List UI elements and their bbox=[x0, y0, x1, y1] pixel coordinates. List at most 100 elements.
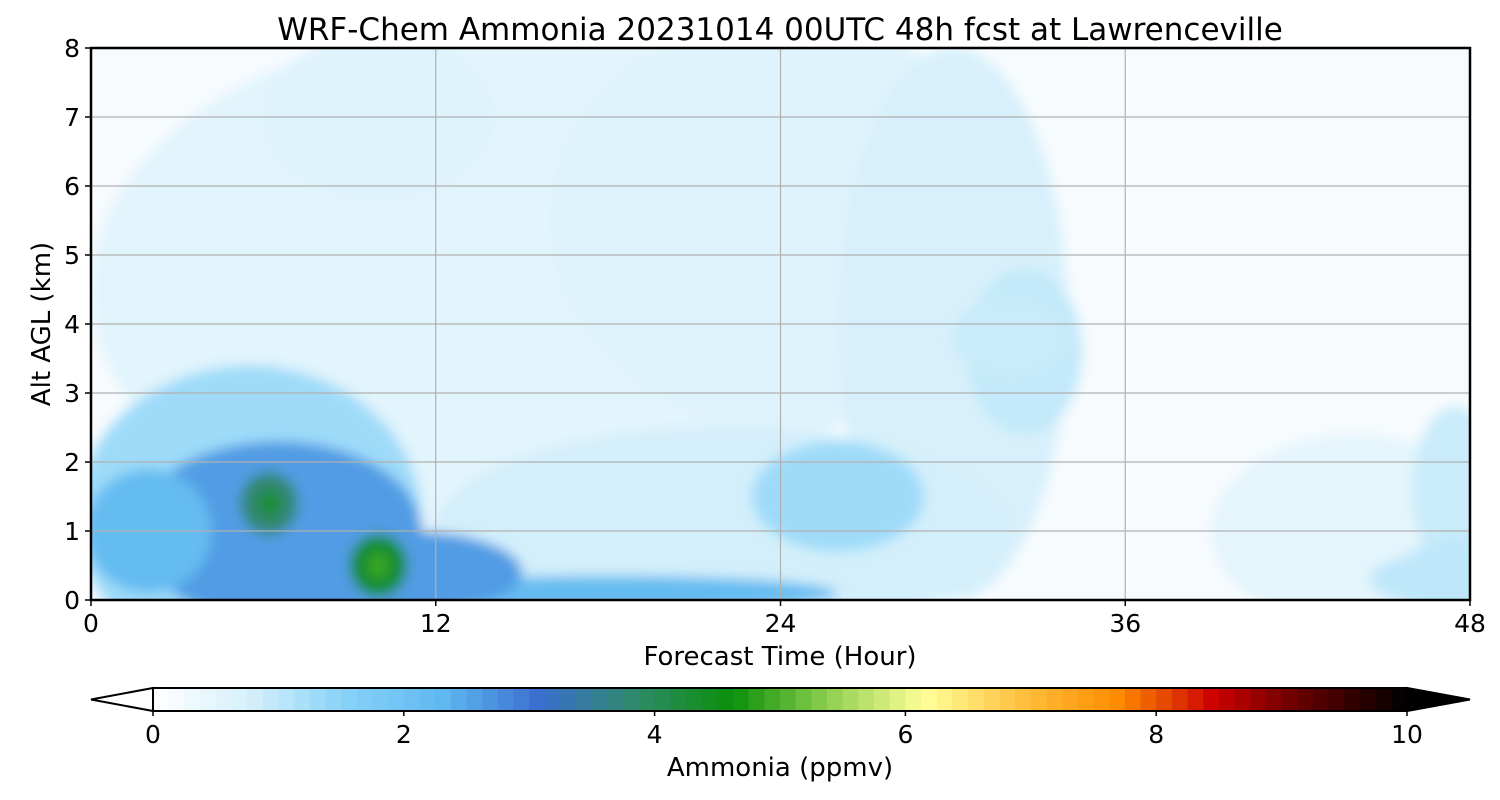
colorbar-swatch bbox=[1140, 688, 1157, 711]
x-axis-ticks: 0 12 24 36 48 bbox=[83, 600, 1486, 638]
colorbar-swatch bbox=[1312, 688, 1330, 711]
y-axis-ticks: 0 1 2 3 4 5 6 7 8 bbox=[64, 34, 91, 615]
colorbar-tick-label: 4 bbox=[647, 720, 663, 749]
grid bbox=[91, 48, 1470, 600]
colorbar-swatch bbox=[591, 688, 609, 711]
local-maximum-center bbox=[259, 490, 280, 516]
colorbar-swatch bbox=[497, 688, 515, 711]
y-tick-label: 8 bbox=[64, 34, 80, 63]
colorbar-swatch bbox=[544, 688, 562, 711]
colorbar-tick-label: 6 bbox=[897, 720, 913, 749]
colorbar-tick-label: 0 bbox=[145, 720, 161, 749]
colorbar-tick-label: 8 bbox=[1148, 720, 1164, 749]
colorbar-swatch bbox=[889, 688, 906, 711]
colorbar-swatch bbox=[968, 688, 985, 711]
colorbar-swatch bbox=[607, 688, 624, 711]
colorbar-swatch bbox=[795, 688, 812, 711]
late-period-rise bbox=[1398, 537, 1470, 600]
colorbar-swatch bbox=[764, 688, 781, 711]
colorbar-swatch bbox=[842, 688, 859, 711]
colorbar-swatch bbox=[435, 688, 452, 711]
plume-core bbox=[292, 531, 522, 600]
colorbar-swatch bbox=[701, 688, 718, 711]
colorbar-swatch bbox=[921, 688, 938, 711]
colorbar-swatch bbox=[529, 688, 546, 711]
local-maximum-center bbox=[368, 553, 389, 578]
colorbar-extend-max bbox=[1406, 686, 1471, 713]
colorbar-swatch bbox=[1218, 688, 1236, 711]
colorbar-swatch bbox=[858, 688, 875, 711]
y-tick-label: 4 bbox=[64, 310, 80, 339]
colorbar-swatch bbox=[168, 688, 185, 711]
colorbar-swatch bbox=[231, 688, 248, 711]
colorbar-swatch bbox=[419, 688, 436, 711]
colorbar-swatch bbox=[1077, 688, 1095, 711]
y-tick-label: 2 bbox=[64, 448, 80, 477]
y-tick-label: 7 bbox=[64, 103, 80, 132]
colorbar-swatch bbox=[1344, 688, 1361, 711]
colorbar-swatch bbox=[153, 688, 170, 711]
y-tick-label: 1 bbox=[64, 517, 80, 546]
colorbar-swatch bbox=[247, 688, 264, 711]
colorbar-swatch bbox=[623, 688, 640, 711]
colorbar: 0 2 4 6 8 10 Ammonia (ppmv) bbox=[90, 686, 1471, 783]
colorbar-ticks: 0 2 4 6 8 10 bbox=[145, 711, 1423, 749]
colorbar-swatch bbox=[1030, 688, 1048, 711]
plot-area bbox=[89, 46, 1472, 602]
colorbar-swatch bbox=[952, 688, 969, 711]
colorbar-swatch bbox=[780, 688, 797, 711]
colorbar-swatch bbox=[356, 688, 374, 711]
colorbar-swatch bbox=[560, 688, 577, 711]
colorbar-swatch bbox=[1203, 688, 1220, 711]
colorbar-swatch bbox=[1156, 688, 1173, 711]
colorbar-swatch bbox=[1093, 688, 1110, 711]
colorbar-swatch bbox=[905, 688, 922, 711]
colorbar-swatch bbox=[294, 688, 311, 711]
x-tick-label: 36 bbox=[1109, 609, 1141, 638]
colorbar-swatch bbox=[1109, 688, 1126, 711]
colorbar-swatch bbox=[748, 688, 765, 711]
colorbar-tick-label: 10 bbox=[1391, 720, 1423, 749]
colorbar-swatch bbox=[874, 688, 891, 711]
x-tick-label: 12 bbox=[420, 609, 452, 638]
colorbar-swatch bbox=[717, 688, 734, 711]
x-tick-label: 0 bbox=[83, 609, 99, 638]
colorbar-swatch bbox=[1250, 688, 1267, 711]
colorbar-swatch bbox=[1391, 688, 1408, 711]
x-tick-label: 48 bbox=[1454, 609, 1486, 638]
colorbar-swatch bbox=[215, 688, 232, 711]
colorbar-swatch bbox=[732, 688, 750, 711]
colorbar-swatch bbox=[1015, 688, 1032, 711]
colorbar-swatch bbox=[341, 688, 358, 711]
x-axis-label: Forecast Time (Hour) bbox=[643, 642, 916, 672]
upper-layer-band bbox=[952, 296, 1068, 380]
colorbar-label: Ammonia (ppmv) bbox=[667, 753, 893, 783]
colorbar-swatch bbox=[999, 688, 1016, 711]
colorbar-swatch bbox=[1062, 688, 1079, 711]
colorbar-swatch bbox=[1046, 688, 1063, 711]
colorbar-swatch bbox=[1328, 688, 1345, 711]
colorbar-swatch bbox=[388, 688, 405, 711]
colorbar-swatch bbox=[983, 688, 1001, 711]
colorbar-swatch bbox=[450, 688, 468, 711]
colorbar-tick-label: 2 bbox=[396, 720, 412, 749]
colorbar-swatch bbox=[576, 688, 593, 711]
x-tick-label: 24 bbox=[765, 609, 797, 638]
colorbar-swatch bbox=[262, 688, 279, 711]
colorbar-swatch bbox=[466, 688, 483, 711]
colorbar-swatch bbox=[309, 688, 327, 711]
y-tick-label: 0 bbox=[64, 586, 80, 615]
colorbar-swatch bbox=[1265, 688, 1283, 711]
colorbar-swatch bbox=[513, 688, 530, 711]
y-tick-label: 3 bbox=[64, 379, 80, 408]
colorbar-swatch bbox=[1297, 688, 1314, 711]
colorbar-swatch bbox=[482, 688, 499, 711]
colorbar-swatch bbox=[200, 688, 217, 711]
colorbar-swatch bbox=[1375, 688, 1392, 711]
colorbar-frame bbox=[152, 687, 1408, 712]
chart-title: WRF-Chem Ammonia 20231014 00UTC 48h fcst… bbox=[277, 12, 1283, 48]
colorbar-swatch bbox=[811, 688, 828, 711]
y-tick-label: 6 bbox=[64, 172, 80, 201]
colorbar-swatch bbox=[372, 688, 389, 711]
